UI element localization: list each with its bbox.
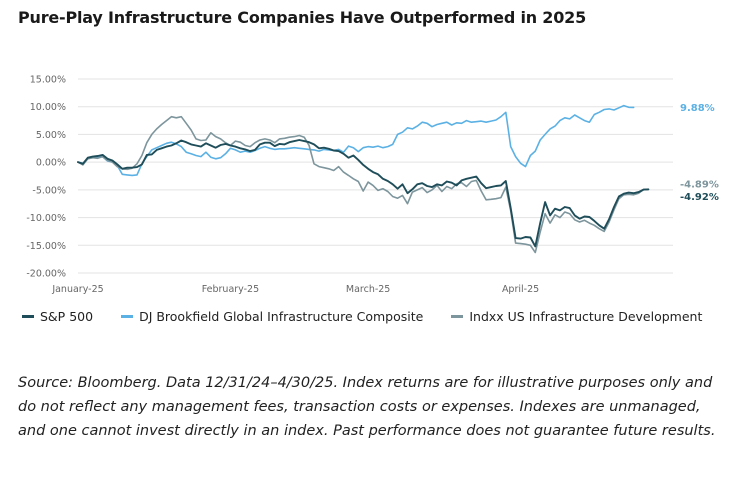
source-footnote: Source: Bloomberg. Data 12/31/24–4/30/25… (18, 375, 716, 439)
x-tick-label: January-25 (51, 284, 103, 295)
end-label: -4.89% (680, 180, 719, 191)
y-tick-label: 5.00% (36, 130, 66, 141)
y-axis-tick-labels: 15.00% 10.00% 5.00% 0.00% -5.00% -10.00% -15.0… (26, 75, 66, 280)
y-tick-label: -5.00% (32, 185, 66, 196)
x-axis-tick-labels: January-25 February-25 March-25 April-25 (51, 284, 539, 295)
y-tick-label: 0.00% (36, 158, 66, 169)
series-line-sp500 (77, 139, 650, 248)
end-label: 9.88% (680, 103, 715, 114)
series-line-brookfield (77, 104, 635, 177)
y-tick-label: 15.00% (30, 75, 66, 86)
y-tick-label: -15.00% (26, 241, 66, 252)
legend-item-brookfield: DJ Brookfield Global Infrastructure Comp… (121, 309, 423, 324)
x-tick-label: February-25 (202, 284, 259, 295)
line-chart: 15.00% 10.00% 5.00% 0.00% -5.00% -10.00% -15.0… (26, 75, 719, 296)
gridlines (78, 78, 673, 274)
legend-swatch-brookfield (121, 315, 134, 318)
chart-title: Pure-Play Infrastructure Companies Have … (18, 8, 587, 27)
y-tick-label: -20.00% (26, 269, 66, 280)
legend-swatch-sp500 (22, 315, 34, 318)
series-lines (77, 104, 650, 254)
end-label: -4.92% (680, 192, 719, 203)
end-value-labels: 9.88% -4.89%-4.92% (680, 103, 719, 203)
legend-label-indxx: Indxx US Infrastructure Development (469, 309, 703, 324)
legend-item-sp500: S&P 500 (22, 309, 93, 324)
chart-legend: S&P 500 DJ Brookfield Global Infrastruct… (22, 309, 742, 324)
legend-label-brookfield: DJ Brookfield Global Infrastructure Comp… (139, 309, 424, 324)
x-tick-label: March-25 (346, 284, 390, 295)
legend-label-sp500: S&P 500 (40, 309, 94, 324)
x-tick-label: April-25 (502, 284, 539, 295)
series-line-indxx (77, 115, 650, 254)
y-tick-label: 10.00% (30, 102, 66, 113)
legend-item-indxx: Indxx US Infrastructure Development (451, 309, 702, 324)
y-tick-label: -10.00% (26, 213, 66, 224)
legend-swatch-indxx (451, 315, 464, 318)
